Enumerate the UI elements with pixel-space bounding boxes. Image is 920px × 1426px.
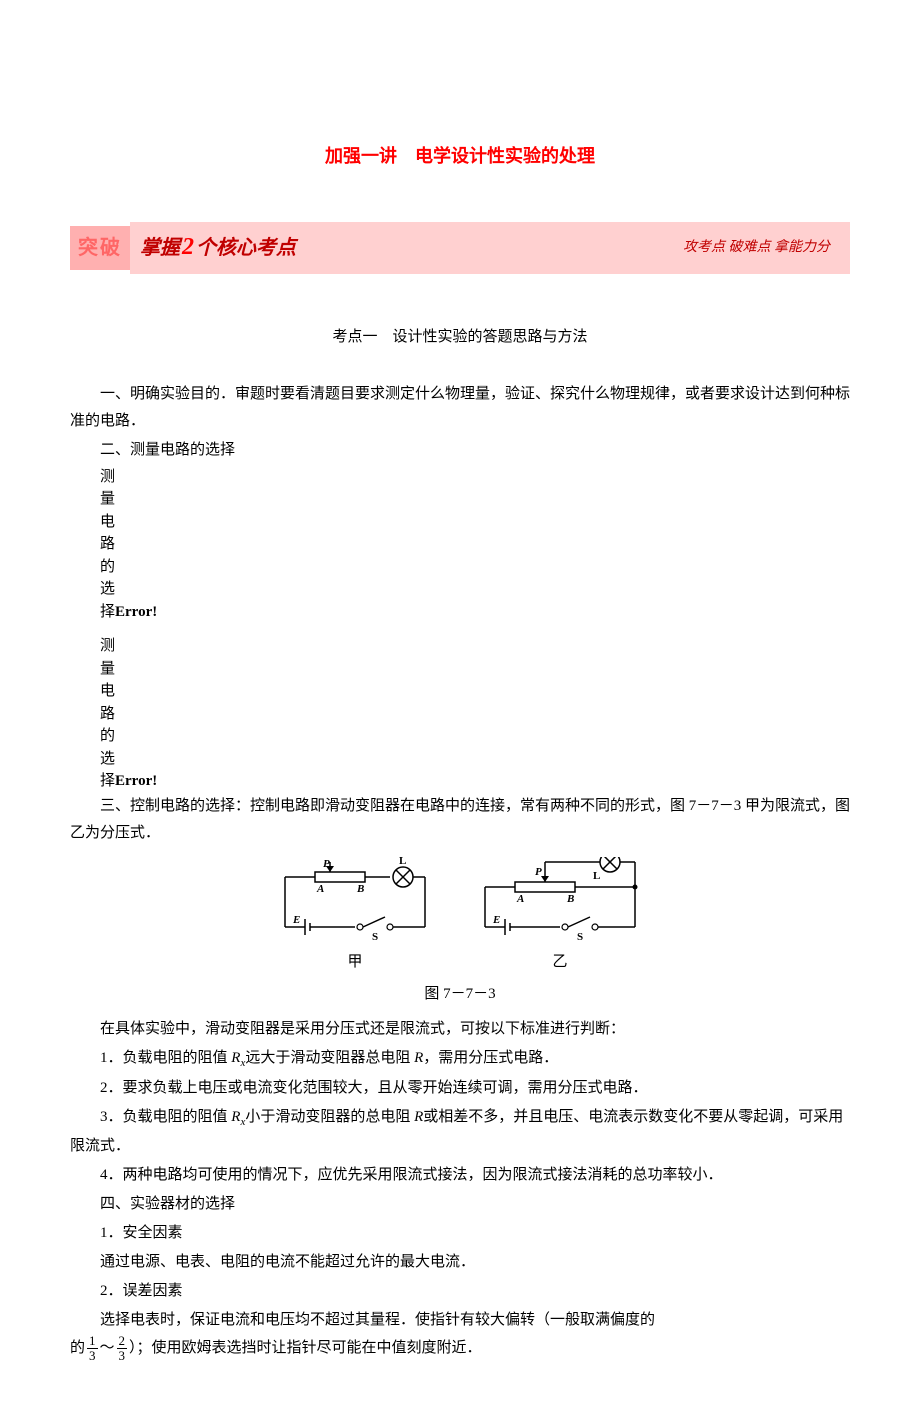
svg-text:B: B <box>566 893 574 905</box>
para-13-cont: 的13～23）；使用欧姆表选挡时让指针尽可能在中值刻度附近． <box>70 1340 482 1356</box>
vchar: 量 <box>100 488 850 511</box>
vchar: 测 <box>100 466 850 489</box>
vchar: 测 <box>100 635 850 658</box>
svg-text:P: P <box>323 858 330 870</box>
svg-text:L: L <box>399 857 406 867</box>
vchar: 的 <box>100 725 850 748</box>
svg-text:E: E <box>292 914 300 926</box>
banner-mid: 掌握 2 个核心考点 攻考点 破难点 拿能力分 <box>130 222 850 273</box>
vchar-error: 择Error! <box>100 601 850 624</box>
para-10: 1．安全因素 <box>70 1220 850 1247</box>
banner: 突破 掌握 2 个核心考点 攻考点 破难点 拿能力分 <box>70 222 850 273</box>
vertical-text-1: 测 量 电 路 的 选 择Error! <box>100 466 850 624</box>
para-1: 一、明确实验目的．审题时要看清题目要求测定什么物理量，验证、探究什么物理规律，或… <box>70 381 850 435</box>
svg-text:B: B <box>356 883 364 895</box>
para-7: 3．负载电阻的阻值 Rx小于滑动变阻器的总电阻 R或相差不多，并且电压、电流表示… <box>70 1104 850 1160</box>
para-12: 2．误差因素 <box>70 1278 850 1305</box>
circuit-jia-svg: P A B L E S <box>275 857 435 947</box>
para-2: 二、测量电路的选择 <box>70 437 850 464</box>
section-header: 考点一 设计性实验的答题思路与方法 <box>70 324 850 351</box>
main-title: 加强一讲 电学设计性实验的处理 <box>70 140 850 172</box>
vchar: 的 <box>100 556 850 579</box>
svg-text:L: L <box>593 870 600 882</box>
circuit-yi: P A B L E S 乙 <box>475 857 645 976</box>
svg-text:S: S <box>577 931 583 943</box>
vchar: 选 <box>100 748 850 771</box>
banner-number: 2 <box>182 226 194 269</box>
para-3: 三、控制电路的选择：控制电路即滑动变阻器在电路中的连接，常有两种不同的形式，图 … <box>70 793 850 847</box>
svg-text:E: E <box>492 914 500 926</box>
banner-text-pre: 掌握 <box>140 230 180 266</box>
circuit-diagrams: P A B L E S 甲 <box>70 857 850 976</box>
banner-text-post: 个核心考点 <box>196 230 296 266</box>
banner-right-text: 攻考点 破难点 拿能力分 <box>683 235 840 260</box>
para-8: 4．两种电路均可使用的情况下，应优先采用限流式接法，因为限流式接法消耗的总功率较… <box>70 1162 850 1189</box>
para-13: 选择电表时，保证电流和电压均不超过其量程．使指针有较大偏转（一般取满偏度的 的1… <box>70 1307 850 1364</box>
banner-left-badge: 突破 <box>70 226 130 270</box>
para-6: 2．要求负载上电压或电流变化范围较大，且从零开始连续可调，需用分压式电路． <box>70 1075 850 1102</box>
svg-text:S: S <box>372 931 378 943</box>
vchar: 电 <box>100 511 850 534</box>
vchar: 选 <box>100 578 850 601</box>
vchar: 路 <box>100 533 850 556</box>
spacer <box>70 623 850 635</box>
circuit-label-yi: 乙 <box>475 949 645 976</box>
vchar-error: 择Error! <box>100 770 850 793</box>
para-9: 四、实验器材的选择 <box>70 1191 850 1218</box>
circuit-jia: P A B L E S 甲 <box>275 857 435 976</box>
vchar: 路 <box>100 703 850 726</box>
circuit-yi-svg: P A B L E S <box>475 857 645 947</box>
svg-text:A: A <box>316 883 324 895</box>
circuit-label-jia: 甲 <box>275 949 435 976</box>
vchar: 电 <box>100 680 850 703</box>
para-11: 通过电源、电表、电阻的电流不能超过允许的最大电流． <box>70 1249 850 1276</box>
para-5: 1．负载电阻的阻值 Rx远大于滑动变阻器总电阻 R，需用分压式电路． <box>70 1045 850 1074</box>
vchar: 量 <box>100 658 850 681</box>
svg-text:A: A <box>516 893 524 905</box>
para-4: 在具体实验中，滑动变阻器是采用分压式还是限流式，可按以下标准进行判断： <box>70 1016 850 1043</box>
figure-caption: 图 7－7－3 <box>70 981 850 1008</box>
svg-text:P: P <box>535 866 542 878</box>
vertical-text-2: 测 量 电 路 的 选 择Error! <box>100 635 850 793</box>
